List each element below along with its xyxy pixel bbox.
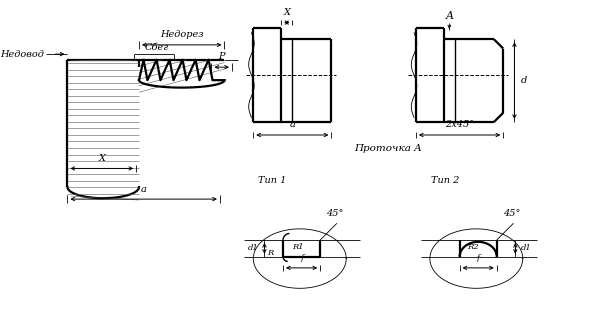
Text: 2x45°: 2x45° [445,120,474,129]
Text: 45°: 45° [326,209,344,218]
Text: R1: R1 [292,243,304,251]
Text: d1: d1 [248,244,259,252]
Text: Тип 1: Тип 1 [258,176,286,185]
Text: X: X [99,154,105,163]
Text: 45°: 45° [503,209,520,218]
Text: R: R [267,249,273,257]
Text: Недовод: Недовод [1,50,44,59]
Text: f: f [477,254,480,262]
Text: a: a [141,185,146,194]
Text: a: a [289,120,295,129]
Text: X: X [283,8,290,17]
Text: Тип 2: Тип 2 [431,176,460,185]
Text: P: P [218,52,225,61]
Text: f: f [300,254,303,262]
Text: Сбег: Сбег [145,43,169,52]
Text: d: d [521,76,527,85]
Text: R2: R2 [467,243,479,251]
Text: A: A [445,11,453,21]
Text: Недорез: Недорез [160,30,203,39]
Text: Проточка A: Проточка A [354,145,422,154]
Text: d1: d1 [521,244,532,252]
